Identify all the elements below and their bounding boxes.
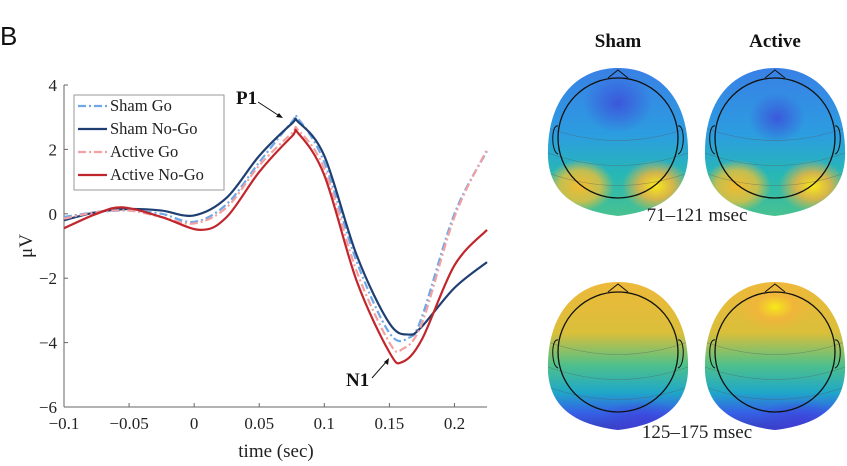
head-outline <box>714 77 836 199</box>
series-line-active-no-go <box>63 128 488 365</box>
x-tick-label: 0.15 <box>375 414 405 433</box>
x-tick-label: 0 <box>190 414 199 433</box>
x-tick-label: 0.1 <box>314 414 335 433</box>
ear-left-icon <box>552 125 559 155</box>
contour-line <box>547 386 689 400</box>
x-axis-label: time (sec) <box>238 441 313 462</box>
nose-icon <box>764 283 786 293</box>
nose-icon <box>764 69 786 79</box>
map-positive-region <box>779 160 846 212</box>
y-tick-label: −6 <box>39 398 57 417</box>
ear-left-icon <box>709 125 716 155</box>
topomap-column-active: Active <box>749 31 801 52</box>
contour-line <box>547 172 689 186</box>
annotation-p1: P1 <box>236 88 257 109</box>
y-tick-label: 4 <box>49 76 58 95</box>
topomap-sham-125-175 <box>547 282 689 430</box>
y-tick-label: 0 <box>49 205 58 224</box>
topomap-window-2: 125–175 msec <box>642 422 752 443</box>
nose-icon <box>607 283 629 293</box>
ear-right-icon <box>834 339 841 369</box>
map-negative-region <box>749 93 805 143</box>
head-outline <box>557 77 679 199</box>
map-negative-region <box>755 400 845 430</box>
ear-right-icon <box>677 339 684 369</box>
contour-line <box>704 341 846 355</box>
map-negative-region <box>583 73 653 133</box>
map-positive-region <box>547 160 614 212</box>
ear-right-icon <box>677 125 684 155</box>
annotation-n1-arrow <box>371 360 388 379</box>
x-tick-label: −0.05 <box>109 414 148 433</box>
contour-line <box>704 172 846 186</box>
map-fill <box>704 68 846 216</box>
nose-icon <box>607 69 629 79</box>
head-outline <box>557 291 679 413</box>
x-tick-label: 0.05 <box>244 414 274 433</box>
ear-left-icon <box>552 339 559 369</box>
scalp-map <box>547 282 689 430</box>
series-line-sham-no-go <box>63 117 488 336</box>
legend-label: Active Go <box>110 142 178 161</box>
contour-line <box>547 366 689 380</box>
arrowhead-icon <box>276 113 283 118</box>
legend-label: Active No-Go <box>110 165 204 184</box>
topomap-active-71-121 <box>704 68 846 216</box>
legend: Sham Go Sham No-Go Active Go Active No-Go <box>73 94 225 191</box>
contour-line <box>704 386 846 400</box>
ear-right-icon <box>834 125 841 155</box>
y-tick-label: 2 <box>49 140 58 159</box>
scalp-map <box>547 68 689 216</box>
annotation-n1: N1 <box>346 370 369 391</box>
y-tick-label: −4 <box>39 334 58 353</box>
series-lines <box>63 113 488 365</box>
contour-line <box>547 127 689 141</box>
scalp-map <box>704 68 846 216</box>
contour-line <box>704 366 846 380</box>
head-outline <box>714 291 836 413</box>
map-positive-region <box>737 283 813 331</box>
x-tick-label: −0.1 <box>49 414 80 433</box>
legend-label: Sham No-Go <box>110 119 198 138</box>
ear-left-icon <box>709 339 716 369</box>
panel-label: B <box>0 21 17 51</box>
contour-line <box>547 152 689 166</box>
y-axis-label: μV <box>16 234 37 258</box>
x-tick-label: 0.2 <box>444 414 465 433</box>
topomap-window-1: 71–121 msec <box>647 205 748 226</box>
annotation-p1-arrow <box>257 101 282 118</box>
map-negative-region <box>598 400 688 430</box>
erp-axes: −0.1 −0.05 0 0.05 0.1 0.15 0.2 −6 −4 −2 0 2 4 <box>39 76 487 433</box>
contour-line <box>704 152 846 166</box>
series-line-sham-go <box>63 113 488 343</box>
contour-line <box>704 127 846 141</box>
topomap-sham-71-121 <box>547 68 689 216</box>
contour-line <box>547 341 689 355</box>
topomap-active-125-175 <box>704 282 846 430</box>
legend-label: Sham Go <box>110 96 172 115</box>
scalp-map <box>704 282 846 430</box>
y-tick-label: −2 <box>39 269 57 288</box>
arrowhead-icon <box>384 358 389 365</box>
topomap-column-sham: Sham <box>595 31 642 52</box>
